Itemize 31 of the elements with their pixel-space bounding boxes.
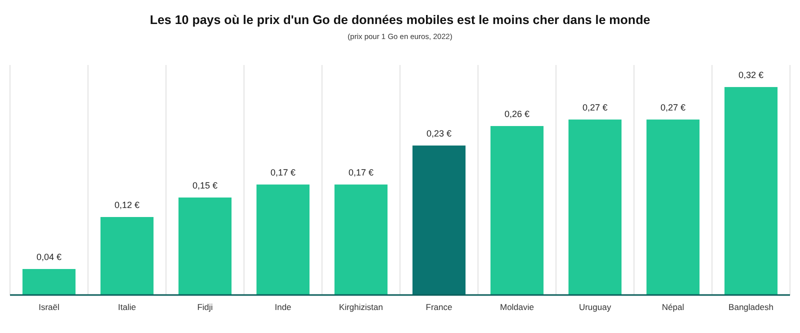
x-tick-label: Israël [38, 302, 60, 312]
bar [256, 184, 310, 295]
x-tick-label: Kirghizistan [339, 302, 384, 312]
bar [178, 198, 232, 295]
data-label: 0,26 € [504, 109, 530, 120]
x-tick-label: Népal [662, 302, 684, 312]
data-label: 0,23 € [426, 128, 452, 139]
bar [646, 120, 700, 295]
data-label: 0,17 € [348, 168, 374, 178]
bar [100, 217, 154, 295]
bar [568, 120, 622, 295]
bar [334, 184, 388, 295]
x-tick-label: Bangladesh [728, 302, 774, 312]
data-label: 0,32 € [738, 70, 764, 80]
bar [412, 146, 466, 295]
x-tick-label: Italie [118, 302, 136, 312]
bar [724, 87, 778, 295]
x-tick-label: Moldavie [500, 302, 534, 312]
bar [490, 126, 544, 295]
data-label: 0,04 € [36, 252, 62, 262]
chart-title: Les 10 pays où le prix d'un Go de données mobiles est le moins cher dans le monde [150, 13, 650, 27]
data-label: 0,15 € [192, 180, 218, 191]
data-label: 0,27 € [582, 102, 608, 113]
x-tick-label: Inde [274, 302, 292, 312]
x-tick-label: Fidji [197, 302, 213, 312]
data-label: 0,17 € [270, 168, 296, 178]
x-tick-label: Uruguay [578, 302, 612, 312]
bar [22, 269, 76, 295]
x-tick-label: France [426, 302, 452, 312]
data-label: 0,27 € [660, 102, 686, 113]
data-label: 0,12 € [114, 200, 140, 210]
